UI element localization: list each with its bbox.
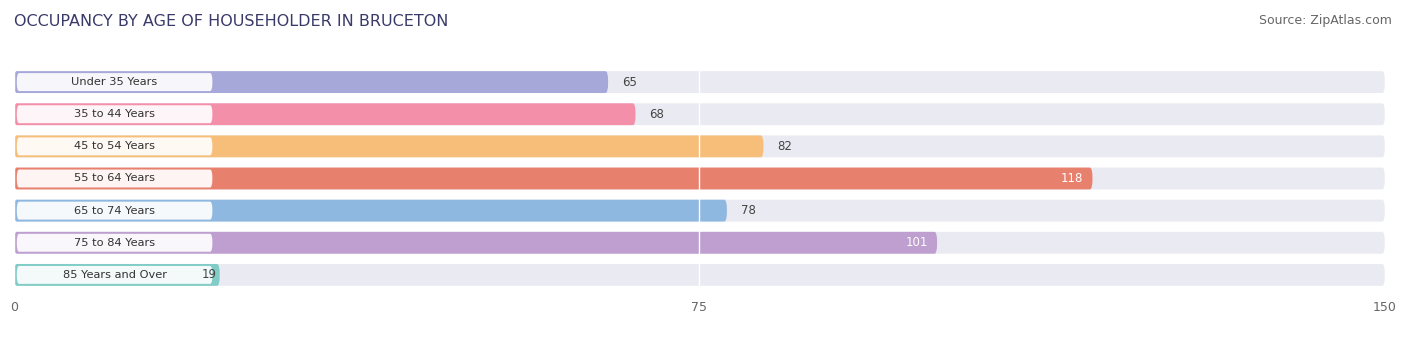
FancyBboxPatch shape bbox=[14, 135, 763, 157]
FancyBboxPatch shape bbox=[17, 105, 212, 123]
Text: 45 to 54 Years: 45 to 54 Years bbox=[75, 141, 155, 151]
FancyBboxPatch shape bbox=[14, 103, 636, 125]
FancyBboxPatch shape bbox=[14, 200, 727, 222]
FancyBboxPatch shape bbox=[14, 168, 1092, 189]
FancyBboxPatch shape bbox=[14, 264, 1385, 286]
FancyBboxPatch shape bbox=[17, 73, 212, 91]
FancyBboxPatch shape bbox=[14, 200, 1385, 222]
Text: 35 to 44 Years: 35 to 44 Years bbox=[75, 109, 155, 119]
Text: 68: 68 bbox=[650, 108, 664, 121]
Text: 55 to 64 Years: 55 to 64 Years bbox=[75, 173, 155, 184]
Text: 118: 118 bbox=[1062, 172, 1084, 185]
Text: 82: 82 bbox=[778, 140, 792, 153]
Text: 65 to 74 Years: 65 to 74 Years bbox=[75, 206, 155, 216]
FancyBboxPatch shape bbox=[14, 71, 609, 93]
Text: Source: ZipAtlas.com: Source: ZipAtlas.com bbox=[1258, 14, 1392, 27]
FancyBboxPatch shape bbox=[17, 137, 212, 155]
Text: OCCUPANCY BY AGE OF HOUSEHOLDER IN BRUCETON: OCCUPANCY BY AGE OF HOUSEHOLDER IN BRUCE… bbox=[14, 14, 449, 29]
FancyBboxPatch shape bbox=[14, 264, 219, 286]
FancyBboxPatch shape bbox=[14, 71, 1385, 93]
FancyBboxPatch shape bbox=[17, 234, 212, 252]
Text: Under 35 Years: Under 35 Years bbox=[72, 77, 157, 87]
FancyBboxPatch shape bbox=[17, 202, 212, 220]
FancyBboxPatch shape bbox=[14, 168, 1385, 189]
Text: 101: 101 bbox=[905, 236, 928, 249]
FancyBboxPatch shape bbox=[17, 266, 212, 284]
FancyBboxPatch shape bbox=[14, 103, 1385, 125]
FancyBboxPatch shape bbox=[14, 232, 1385, 254]
FancyBboxPatch shape bbox=[14, 135, 1385, 157]
Text: 78: 78 bbox=[741, 204, 755, 217]
Text: 85 Years and Over: 85 Years and Over bbox=[63, 270, 166, 280]
Text: 75 to 84 Years: 75 to 84 Years bbox=[75, 238, 155, 248]
FancyBboxPatch shape bbox=[17, 170, 212, 187]
Text: 65: 65 bbox=[621, 75, 637, 89]
Text: 19: 19 bbox=[201, 268, 217, 282]
FancyBboxPatch shape bbox=[14, 232, 938, 254]
